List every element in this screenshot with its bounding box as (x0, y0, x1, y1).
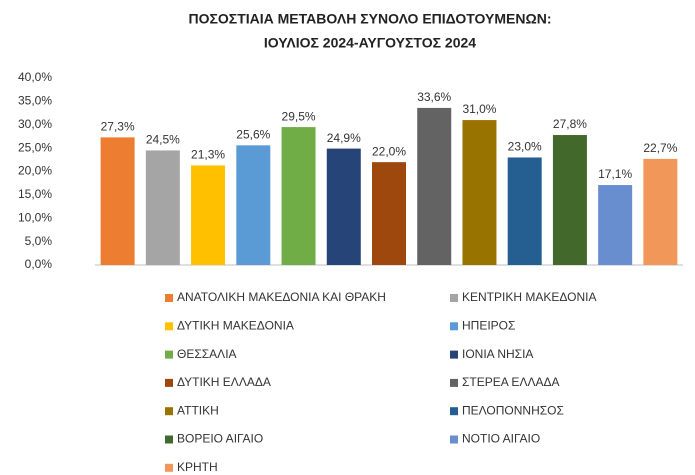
legend-swatch (165, 407, 173, 416)
y-tick-label: 5,0% (25, 234, 53, 248)
y-tick-label: 0,0% (25, 257, 53, 271)
bar (417, 107, 452, 265)
y-tick-label: 20,0% (18, 164, 52, 178)
legend-label: ΑΤΤΙΚΗ (177, 403, 219, 417)
bar (552, 135, 587, 265)
data-label: 22,0% (372, 144, 406, 158)
legend-swatch (165, 435, 173, 444)
data-label: 17,1% (598, 167, 632, 181)
bar (191, 165, 226, 265)
y-tick-label: 30,0% (18, 117, 52, 131)
data-label: 25,6% (236, 127, 270, 141)
bar (462, 120, 497, 265)
data-label: 27,3% (101, 120, 135, 134)
legend-label: ΘΕΣΣΑΛΙΑ (177, 347, 237, 361)
legend-swatch (450, 350, 458, 359)
data-label: 22,7% (643, 141, 677, 155)
bar (643, 158, 678, 265)
bar (598, 185, 633, 265)
data-label: 31,0% (462, 102, 496, 116)
legend-label: ΒΟΡΕΙΟ ΑΙΓΑΙΟ (177, 432, 263, 446)
legend-swatch (165, 378, 173, 387)
legend-swatch (165, 463, 173, 472)
legend-label: ΗΠΕΙΡΟΣ (462, 318, 515, 332)
y-tick-label: 15,0% (18, 187, 52, 201)
legend-swatch (450, 435, 458, 444)
bar (372, 162, 406, 265)
legend-label: ΙΟΝΙΑ ΝΗΣΙΑ (462, 347, 533, 361)
legend-label: ΑΝΑΤΟΛΙΚΗ ΜΑΚΕΔΟΝΙΑ ΚΑΙ ΘΡΑΚΗ (177, 290, 386, 304)
chart-title: ΙΟΥΛΙΟΣ 2024-ΑΥΓΟΥΣΤΟΣ 2024 (264, 35, 476, 51)
data-label: 21,3% (191, 148, 225, 162)
y-tick-label: 40,0% (18, 70, 52, 84)
legend-swatch (165, 294, 173, 302)
y-tick-label: 35,0% (18, 94, 52, 108)
legend-label: ΠΕΛΟΠΟΝΝΗΣΟΣ (462, 403, 564, 417)
data-label: 24,5% (146, 133, 180, 147)
legend-label: ΣΤΕΡΕΑ ΕΛΛΑΔΑ (462, 375, 560, 389)
bar (326, 148, 361, 265)
chart-title: ΠΟΣΟΣΤΙΑΙΑ ΜΕΤΑΒΟΛΗ ΣΥΝΟΛΟ ΕΠΙΔΟΤΟΥΜΕΝΩΝ… (189, 11, 552, 27)
y-tick-label: 25,0% (18, 140, 52, 154)
legend-swatch (450, 322, 458, 331)
bar (145, 150, 180, 265)
legend-swatch (450, 407, 458, 416)
legend-label: ΝΟΤΙΟ ΑΙΓΑΙΟ (462, 432, 540, 446)
bar (507, 157, 542, 265)
data-label: 24,9% (327, 131, 361, 145)
bar (281, 127, 316, 266)
legend-label: ΚΕΝΤΡΙΚΗ ΜΑΚΕΔΟΝΙΑ (462, 290, 596, 304)
legend-label: ΔΥΤΙΚΗ ΜΑΚΕΔΟΝΙΑ (177, 318, 294, 332)
legend-swatch (450, 378, 458, 387)
legend-label: ΚΡΗΤΗ (177, 460, 218, 474)
legend-label: ΔΥΤΙΚΗ ΕΛΛΑΔΑ (177, 375, 271, 389)
data-label: 29,5% (282, 109, 316, 123)
y-tick-label: 10,0% (18, 210, 52, 224)
data-label: 33,6% (417, 90, 451, 104)
legend-swatch (450, 294, 458, 302)
legend-swatch (165, 350, 173, 359)
data-label: 23,0% (508, 140, 542, 154)
bar (100, 137, 135, 265)
data-label: 27,8% (553, 117, 587, 131)
bar (236, 145, 271, 265)
legend-swatch (165, 322, 173, 331)
